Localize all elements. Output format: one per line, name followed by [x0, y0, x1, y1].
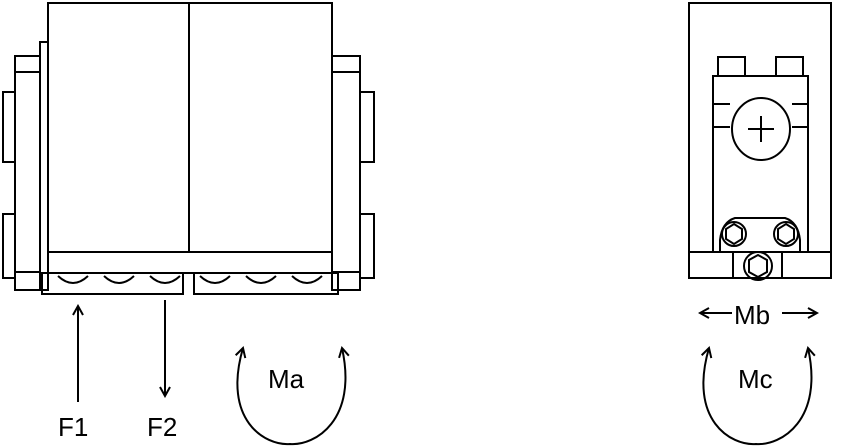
- carriage-side-view: [2, 2, 375, 295]
- moment-b-label: Mb: [734, 300, 771, 330]
- moment-c-label: Mc: [738, 364, 773, 394]
- center-screw-icon: [731, 97, 791, 161]
- bolt-heads: [57, 275, 323, 284]
- force-1-label: F1: [58, 412, 89, 442]
- carriage-end-view: [688, 2, 832, 281]
- moment-a-arrow: [237, 348, 345, 446]
- moment-a-label: Ma: [268, 364, 305, 394]
- moment-c-arrow: [703, 348, 811, 446]
- force-2-label: F2: [147, 412, 178, 442]
